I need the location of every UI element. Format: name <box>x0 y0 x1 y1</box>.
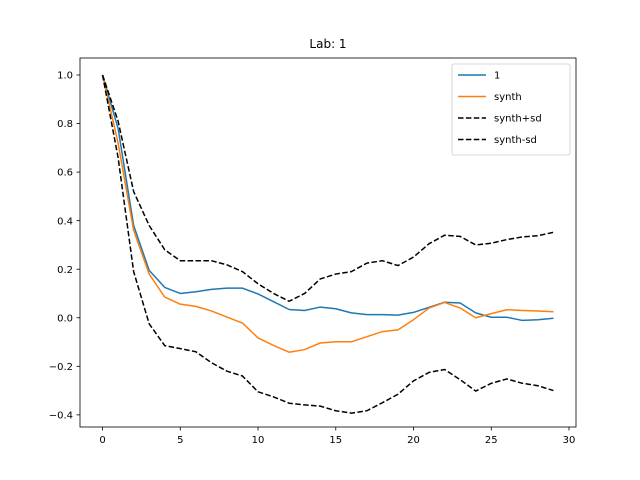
legend-label-0: 1 <box>494 71 500 82</box>
y-tick-label-6: 0.8 <box>57 119 73 130</box>
series-line-1 <box>101 74 554 353</box>
axes-frame <box>79 57 577 428</box>
legend-label-3: synth-sd <box>494 135 537 146</box>
x-tick-label-4: 20 <box>407 435 420 446</box>
legend-box <box>451 63 571 156</box>
x-tick-label-2: 10 <box>252 435 265 446</box>
series-line-3 <box>101 74 554 414</box>
y-tick-label-7: 1.0 <box>57 71 73 82</box>
series-line-2 <box>101 74 554 302</box>
y-tick-label-4: 0.4 <box>57 216 73 227</box>
y-tick-label-3: 0.2 <box>57 265 73 276</box>
legend-label-1: synth <box>494 92 522 103</box>
legend: 1 synth synth+sd synth-sd <box>451 63 571 156</box>
legend-label-2: synth+sd <box>494 114 542 125</box>
y-tick-label-2: 0.0 <box>57 313 73 324</box>
x-tick-label-0: 0 <box>99 435 105 446</box>
x-axis-ticks: 0 5 10 15 20 25 30 <box>99 427 575 446</box>
chart-title: Lab: 1 <box>309 37 346 51</box>
plot-lines <box>101 74 554 414</box>
x-tick-label-6: 30 <box>563 435 576 446</box>
x-tick-label-1: 5 <box>177 435 183 446</box>
x-tick-label-3: 15 <box>329 435 342 446</box>
y-tick-label-1: −0.2 <box>49 362 73 373</box>
series-line-0 <box>101 74 554 322</box>
y-axis-ticks: −0.4 −0.2 0.0 0.2 0.4 0.6 0.8 1.0 <box>49 71 80 421</box>
y-tick-label-5: 0.6 <box>57 168 73 179</box>
plot-frame <box>79 57 577 428</box>
y-tick-label-0: −0.4 <box>49 410 73 421</box>
x-tick-label-5: 25 <box>485 435 498 446</box>
